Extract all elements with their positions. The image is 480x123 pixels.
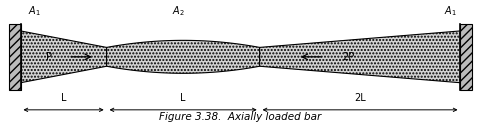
- Bar: [9, 24, 21, 90]
- Text: L: L: [180, 93, 185, 103]
- Text: 2L: 2L: [353, 93, 365, 103]
- Text: L: L: [60, 93, 66, 103]
- Text: Figure 3.38.  Axially loaded bar: Figure 3.38. Axially loaded bar: [159, 112, 321, 122]
- Polygon shape: [259, 31, 459, 83]
- Text: $A_1$: $A_1$: [443, 4, 456, 18]
- Polygon shape: [21, 31, 107, 83]
- Text: $A_1$: $A_1$: [28, 4, 40, 18]
- Text: 2P: 2P: [341, 52, 353, 62]
- Polygon shape: [107, 40, 259, 73]
- Text: $A_2$: $A_2$: [172, 4, 184, 18]
- Text: P: P: [46, 52, 52, 62]
- Bar: [459, 24, 471, 90]
